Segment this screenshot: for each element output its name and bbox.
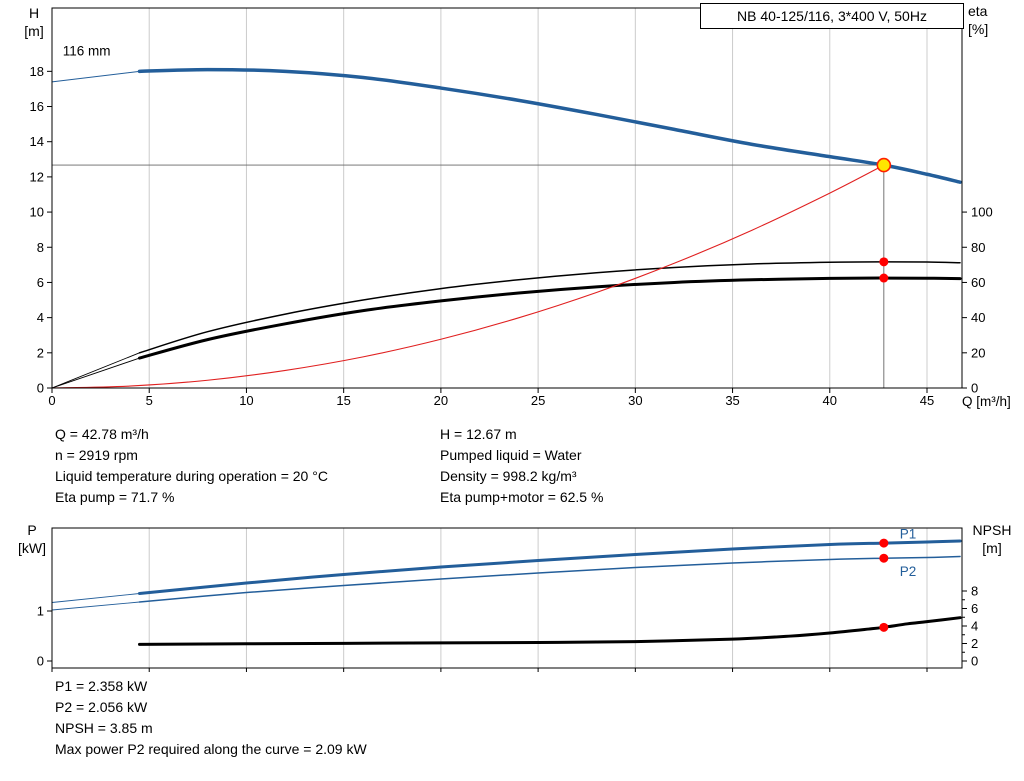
axis-label-line: [kW] (18, 540, 46, 556)
head-capacity-chart: 0 5 10 15 20 25 30 35 40 45 0 2 4 6 8 10 12 14 16 18 0 20 40 60… (30, 7, 993, 408)
p2-leadin (51, 601, 140, 611)
axis-label-line: NPSH (972, 522, 1012, 538)
head-curve-leadin (51, 70, 140, 83)
y-tick-label-left: 0 (37, 654, 44, 669)
y-tick-label-right: 8 (971, 584, 978, 599)
operating-point-dot (879, 538, 889, 548)
operating-point-dot (879, 273, 889, 283)
y-tick-label-left: 8 (37, 240, 44, 255)
y-tick-label-right: 6 (971, 601, 978, 616)
y-axis-label-power: P [kW] (10, 521, 54, 557)
axis-label-line: eta (968, 3, 988, 19)
duty-point-marker[interactable] (876, 157, 892, 173)
power-npsh-chart: 0 1 0 2 4 6 8 P1 P2 (37, 527, 978, 672)
footer-line-p1: P1 = 2.358 kW (55, 678, 148, 694)
info-line-speed: n = 2919 rpm (55, 447, 138, 463)
y-tick-label-left: 18 (30, 64, 44, 79)
y-tick-label-right: 4 (971, 619, 978, 634)
y-tick-label-right: 20 (971, 345, 985, 360)
x-tick-label: 45 (920, 393, 934, 408)
y-tick-label-right: 40 (971, 310, 985, 325)
x-tick-label: 40 (823, 393, 837, 408)
eta-pump-curve (138, 261, 961, 354)
eta-pump-motor-curve (138, 276, 962, 360)
x-tick-label: 20 (434, 393, 448, 408)
footer-line-max-power: Max power P2 required along the curve = … (55, 741, 367, 757)
y-tick-label-right: 100 (971, 205, 993, 220)
y-tick-label-right: 60 (971, 275, 985, 290)
y-tick-label-right: 0 (971, 381, 978, 396)
npsh-curve (138, 616, 962, 646)
result-footer-block: P1 = 2.358 kW P2 = 2.056 kW NPSH = 3.85 … (55, 676, 367, 760)
y-tick-label-left: 16 (30, 99, 44, 114)
footer-line-p2: P2 = 2.056 kW (55, 699, 148, 715)
p2-curve-label: P2 (900, 564, 917, 579)
duty-info-right-column: H = 12.67 m Pumped liquid = Water Densit… (440, 424, 860, 508)
y-tick-label-left: 14 (30, 134, 44, 149)
p1-leadin (51, 593, 140, 603)
y-tick-label-left: 2 (37, 345, 44, 360)
y-axis-label-eta: eta [%] (968, 2, 1010, 38)
y-tick-label-left: 4 (37, 310, 44, 325)
axis-label-line: H (28, 5, 40, 21)
y-axis-label-head: H [m] (12, 4, 56, 40)
y-tick-label-left: 1 (37, 604, 44, 619)
axis-label-line: P (27, 522, 37, 538)
y-tick-label-right: 2 (971, 636, 978, 651)
info-line-flow: Q = 42.78 m³/h (55, 426, 149, 442)
y-tick-label-right: 80 (971, 240, 985, 255)
plot-border (51, 7, 963, 389)
info-line-liquid: Pumped liquid = Water (440, 447, 582, 463)
y-tick-label-left: 12 (30, 169, 44, 184)
x-tick-label: 30 (628, 393, 642, 408)
y-tick-label-left: 10 (30, 205, 44, 220)
p1-curve-label: P1 (900, 527, 917, 542)
eta-pump-motor-leadin (51, 357, 140, 389)
operating-point-dot (879, 622, 889, 632)
p1-curve (138, 539, 962, 595)
x-tick-label: 0 (48, 393, 55, 408)
y-tick-label-right: 0 (971, 654, 978, 669)
info-line-density: Density = 998.2 kg/m³ (440, 468, 577, 484)
y-axis-label-npsh: NPSH [m] (966, 521, 1018, 557)
x-axis-label-flow: Q [m³/h] (962, 394, 1011, 409)
plot-border (51, 527, 963, 669)
duty-info-left-column: Q = 42.78 m³/h n = 2919 rpm Liquid tempe… (55, 424, 435, 508)
info-line-eta-pump: Eta pump = 71.7 % (55, 489, 175, 505)
pump-title-box: NB 40-125/116, 3*400 V, 50Hz (700, 3, 964, 29)
axis-label-line: [m] (24, 23, 44, 39)
y-tick-label-left: 0 (37, 381, 44, 396)
footer-line-npsh: NPSH = 3.85 m (55, 720, 153, 736)
info-line-eta-pump-motor: Eta pump+motor = 62.5 % (440, 489, 604, 505)
x-tick-label: 35 (725, 393, 739, 408)
operating-point-dot (879, 553, 889, 563)
info-line-temperature: Liquid temperature during operation = 20… (55, 468, 328, 484)
operating-point-dot (879, 257, 889, 267)
impeller-diameter-label: 116 mm (63, 44, 111, 59)
system-curve (51, 164, 885, 389)
info-line-head: H = 12.67 m (440, 426, 517, 442)
eta-pump-leadin (51, 352, 140, 389)
x-tick-label: 5 (146, 393, 153, 408)
x-tick-label: 10 (239, 393, 253, 408)
axis-label-line: [m] (982, 540, 1002, 556)
y-tick-label-left: 6 (37, 275, 44, 290)
p2-curve (138, 555, 961, 603)
x-tick-label: 25 (531, 393, 545, 408)
axis-label-line: [%] (968, 21, 989, 37)
x-tick-label: 15 (336, 393, 350, 408)
